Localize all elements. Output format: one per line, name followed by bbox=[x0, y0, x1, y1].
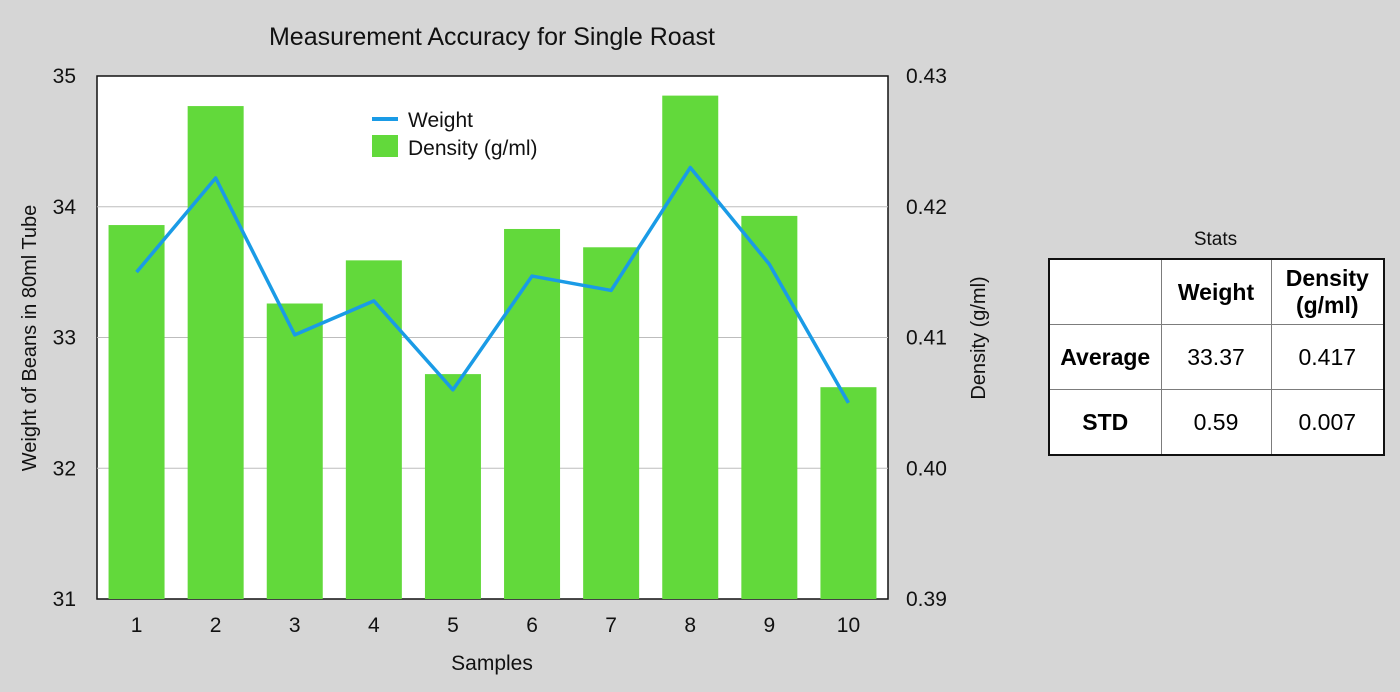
stats-row-average: Average 33.37 0.417 bbox=[1048, 324, 1385, 390]
stats-cell-density: 0.007 bbox=[1270, 389, 1385, 456]
density-bar bbox=[266, 303, 323, 599]
y-tick-label: 33 bbox=[53, 327, 76, 350]
y2-tick-label: 0.41 bbox=[906, 327, 947, 350]
legend-density-swatch bbox=[372, 135, 398, 157]
legend-density-label: Density (g/ml) bbox=[408, 137, 538, 160]
density-bar bbox=[187, 106, 244, 599]
y-tick-label: 31 bbox=[53, 588, 76, 611]
stats-header-weight: Weight bbox=[1160, 258, 1272, 325]
weight-line bbox=[135, 165, 850, 404]
density-bar bbox=[504, 228, 561, 600]
legend-weight-label: Weight bbox=[408, 109, 473, 132]
y2-tick-label: 0.43 bbox=[906, 65, 947, 88]
y-axis-label: Weight of Beans in 80ml Tube bbox=[19, 205, 41, 471]
y-tick-label: 32 bbox=[53, 457, 76, 480]
stats-panel: Stats Weight Density (g/ml) Average 33.3… bbox=[1048, 228, 1385, 456]
x-axis-label: Samples bbox=[451, 652, 533, 675]
y2-axis-label: Density (g/ml) bbox=[968, 276, 990, 399]
y2-tick-label: 0.40 bbox=[906, 457, 947, 480]
density-bar bbox=[741, 215, 798, 599]
y2-tick-label: 0.42 bbox=[906, 196, 947, 219]
x-tick-label: 3 bbox=[289, 614, 301, 637]
weight-line-layer bbox=[135, 165, 850, 404]
density-bar bbox=[424, 374, 481, 599]
stats-table: Weight Density (g/ml) Average 33.37 0.41… bbox=[1048, 258, 1385, 456]
legend: Weight Density (g/ml) bbox=[372, 109, 538, 160]
density-bar bbox=[820, 387, 877, 599]
stats-corner-cell bbox=[1048, 258, 1162, 325]
stats-cell-density: 0.417 bbox=[1270, 324, 1385, 390]
stats-row-std: STD 0.59 0.007 bbox=[1048, 389, 1385, 456]
stats-header-density: Density (g/ml) bbox=[1270, 258, 1385, 325]
left-axis-ticks: 31 32 33 34 35 bbox=[53, 65, 77, 611]
chart-title: Measurement Accuracy for Single Roast bbox=[269, 23, 715, 51]
x-tick-label: 4 bbox=[368, 614, 380, 637]
stats-row-label: STD bbox=[1048, 389, 1162, 456]
x-tick-label: 2 bbox=[210, 614, 222, 637]
density-bar bbox=[108, 225, 165, 599]
x-tick-label: 10 bbox=[837, 614, 860, 637]
stats-header-row: Weight Density (g/ml) bbox=[1048, 258, 1385, 325]
right-axis-ticks: 0.39 0.40 0.41 0.42 0.43 bbox=[906, 65, 947, 611]
x-tick-label: 5 bbox=[447, 614, 459, 637]
stats-caption: Stats bbox=[1193, 229, 1238, 250]
y-tick-label: 34 bbox=[53, 196, 77, 219]
x-tick-label: 1 bbox=[131, 614, 143, 637]
x-tick-label: 7 bbox=[605, 614, 617, 637]
x-tick-label: 9 bbox=[764, 614, 776, 637]
x-axis-ticks: 1 2 3 4 5 6 7 8 9 10 bbox=[131, 614, 860, 637]
stats-cell-weight: 0.59 bbox=[1160, 389, 1272, 456]
density-bar bbox=[345, 260, 402, 599]
x-tick-label: 8 bbox=[684, 614, 696, 637]
density-bar bbox=[583, 247, 640, 599]
y2-tick-label: 0.39 bbox=[906, 588, 947, 611]
density-bars bbox=[108, 95, 877, 600]
stats-row-label: Average bbox=[1048, 324, 1162, 390]
y-tick-label: 35 bbox=[53, 65, 76, 88]
stats-cell-weight: 33.37 bbox=[1160, 324, 1272, 390]
density-bar bbox=[662, 95, 719, 600]
x-tick-label: 6 bbox=[526, 614, 538, 637]
